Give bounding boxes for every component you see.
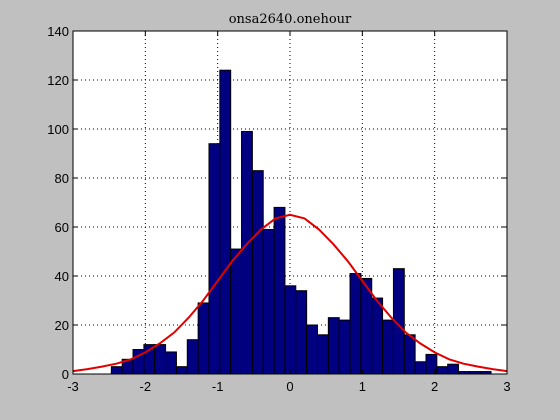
y-tick-label: 40 <box>55 269 69 284</box>
histogram-bar <box>295 290 308 375</box>
y-tick-labels: 0 20 40 60 80 100 120 140 <box>47 24 69 382</box>
histogram-bar <box>273 206 286 375</box>
x-tick-label: -1 <box>212 379 224 394</box>
histogram-bar <box>230 248 243 375</box>
tick-marks <box>72 30 508 375</box>
histogram-bar <box>241 130 253 375</box>
histogram-bar <box>219 69 232 375</box>
x-tick-label: -2 <box>140 379 152 394</box>
histogram-bar <box>371 297 384 375</box>
histogram-bar <box>262 228 275 375</box>
histogram-bar <box>382 319 394 375</box>
y-tick-label: 100 <box>47 122 69 137</box>
grid-lines <box>73 31 507 374</box>
histogram-bars <box>110 69 492 375</box>
x-tick-label: 0 <box>286 379 293 394</box>
y-tick-label: 120 <box>47 73 69 88</box>
histogram-bar <box>425 353 438 375</box>
chart-title: onsa2640.onehour <box>229 12 352 27</box>
x-tick-label: -3 <box>67 379 79 394</box>
x-tick-labels: -3 -2 -1 0 1 2 3 <box>67 379 510 394</box>
y-tick-label: 20 <box>55 318 69 333</box>
histogram-bar <box>175 366 188 375</box>
histogram-bar <box>349 273 362 375</box>
histogram-bar <box>436 366 449 375</box>
histogram-bar <box>208 143 221 375</box>
histogram-bar <box>110 366 123 375</box>
x-tick-label: 3 <box>503 379 510 394</box>
histogram-bar <box>284 285 297 375</box>
histogram-bar <box>186 339 199 375</box>
normal-fit-curve <box>72 213 508 373</box>
y-tick-label: 140 <box>47 24 69 39</box>
x-tick-label: 2 <box>431 379 438 394</box>
histogram-bar <box>316 334 329 375</box>
histogram-bar <box>327 317 340 375</box>
histogram-bar <box>154 344 167 375</box>
histogram-bar <box>403 334 416 375</box>
y-tick-label: 80 <box>55 171 69 186</box>
histogram-bar <box>197 302 210 375</box>
histogram-bar <box>251 170 264 375</box>
histogram-bar <box>306 324 318 375</box>
x-tick-label: 1 <box>359 379 366 394</box>
histogram-bar <box>338 319 351 375</box>
histogram-bar <box>414 361 427 375</box>
y-tick-label: 60 <box>55 220 69 235</box>
y-tick-label: 0 <box>62 367 69 382</box>
histogram-bar <box>447 363 460 375</box>
histogram-bar <box>165 351 177 375</box>
